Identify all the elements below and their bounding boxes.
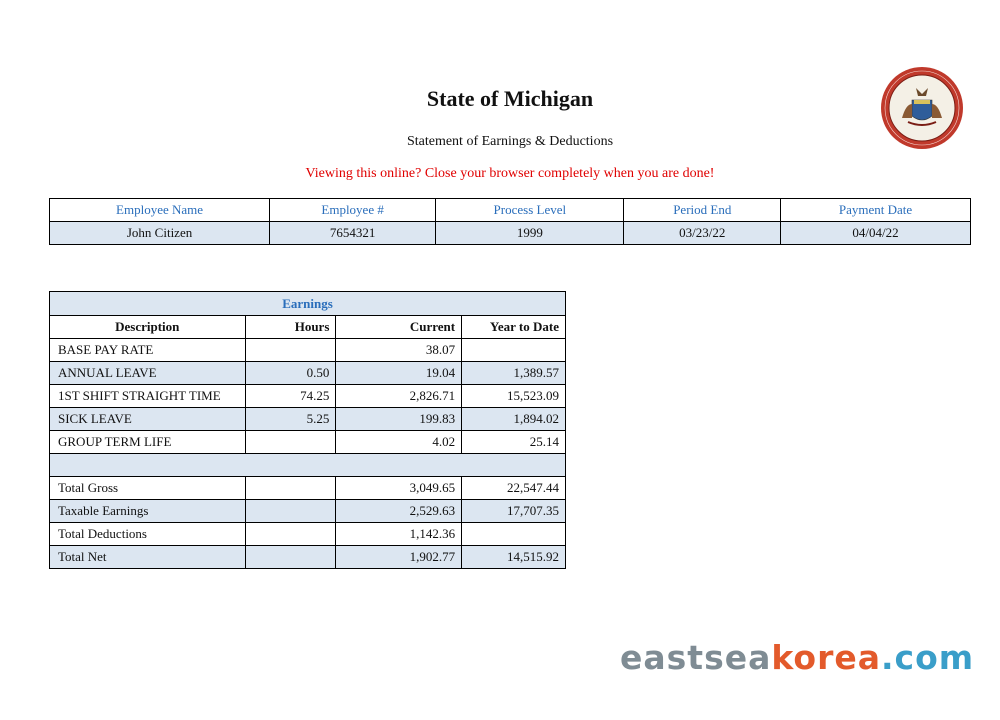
spacer-cell (49, 453, 566, 477)
table-row: BASE PAY RATE 38.07 (49, 338, 566, 362)
table-row: ANNUAL LEAVE 0.50 19.04 1,389.57 (49, 361, 566, 385)
row-current: 2,826.71 (335, 384, 463, 408)
total-description: Total Net (49, 545, 246, 569)
total-description: Taxable Earnings (49, 499, 246, 523)
watermark-part-1: eastsea (620, 638, 772, 677)
row-ytd: 1,389.57 (461, 361, 566, 385)
row-hours: 0.50 (244, 361, 337, 385)
row-description: BASE PAY RATE (49, 338, 246, 362)
total-current: 2,529.63 (335, 499, 463, 523)
earnings-table: Earnings Description Hours Current Year … (49, 291, 566, 569)
total-row: Total Net 1,902.77 14,515.92 (49, 545, 566, 569)
period-end-value: 03/23/22 (623, 221, 782, 245)
earnings-column-headers: Description Hours Current Year to Date (49, 315, 566, 339)
total-current: 3,049.65 (335, 476, 463, 500)
watermark: eastseakorea.com (620, 638, 974, 677)
total-description: Total Gross (49, 476, 246, 500)
row-description: 1ST SHIFT STRAIGHT TIME (49, 384, 246, 408)
total-current: 1,142.36 (335, 522, 463, 546)
row-ytd (461, 338, 566, 362)
total-row: Total Deductions 1,142.36 (49, 522, 566, 546)
total-ytd: 22,547.44 (461, 476, 566, 500)
total-hours (244, 545, 337, 569)
total-row: Total Gross 3,049.65 22,547.44 (49, 476, 566, 500)
ytd-header: Year to Date (461, 315, 566, 339)
payment-date-header: Payment Date (780, 198, 971, 222)
info-header-row: Employee Name Employee # Process Level P… (48, 198, 971, 222)
total-hours (244, 522, 337, 546)
row-current: 19.04 (335, 361, 463, 385)
process-level-value: 1999 (435, 221, 625, 245)
row-hours: 5.25 (244, 407, 337, 431)
page-subtitle: Statement of Earnings & Deductions (406, 134, 614, 149)
row-hours (244, 338, 337, 362)
total-ytd: 14,515.92 (461, 545, 566, 569)
table-row: SICK LEAVE 5.25 199.83 1,894.02 (49, 407, 566, 431)
total-ytd (461, 522, 566, 546)
row-hours (244, 430, 337, 454)
total-description: Total Deductions (49, 522, 246, 546)
total-ytd: 17,707.35 (461, 499, 566, 523)
state-seal-icon (881, 67, 963, 149)
employee-name-header: Employee Name (48, 198, 271, 222)
browser-warning: Viewing this online? Close your browser … (305, 166, 715, 181)
employee-number-value: 7654321 (269, 221, 437, 245)
employee-number-header: Employee # (269, 198, 437, 222)
row-description: GROUP TERM LIFE (49, 430, 246, 454)
total-hours (244, 499, 337, 523)
row-current: 4.02 (335, 430, 463, 454)
total-row: Taxable Earnings 2,529.63 17,707.35 (49, 499, 566, 523)
employee-name-value: John Citizen (48, 221, 271, 245)
payment-date-value: 04/04/22 (780, 221, 971, 245)
row-ytd: 1,894.02 (461, 407, 566, 431)
row-current: 199.83 (335, 407, 463, 431)
row-current: 38.07 (335, 338, 463, 362)
earnings-title: Earnings (49, 291, 566, 316)
row-description: SICK LEAVE (49, 407, 246, 431)
info-value-row: John Citizen 7654321 1999 03/23/22 04/04… (48, 221, 971, 245)
total-hours (244, 476, 337, 500)
watermark-part-2: korea (771, 638, 882, 677)
table-row: 1ST SHIFT STRAIGHT TIME 74.25 2,826.71 1… (49, 384, 566, 408)
process-level-header: Process Level (435, 198, 625, 222)
hours-header: Hours (244, 315, 337, 339)
current-header: Current (335, 315, 463, 339)
table-row: GROUP TERM LIFE 4.02 25.14 (49, 430, 566, 454)
description-header: Description (49, 315, 246, 339)
spacer-row (49, 453, 566, 477)
watermark-part-3: .com (881, 638, 975, 677)
row-description: ANNUAL LEAVE (49, 361, 246, 385)
period-end-header: Period End (623, 198, 782, 222)
row-hours: 74.25 (244, 384, 337, 408)
page-title: State of Michigan (426, 86, 594, 111)
row-ytd: 25.14 (461, 430, 566, 454)
row-ytd: 15,523.09 (461, 384, 566, 408)
total-current: 1,902.77 (335, 545, 463, 569)
employee-info-table: Employee Name Employee # Process Level P… (48, 198, 971, 245)
